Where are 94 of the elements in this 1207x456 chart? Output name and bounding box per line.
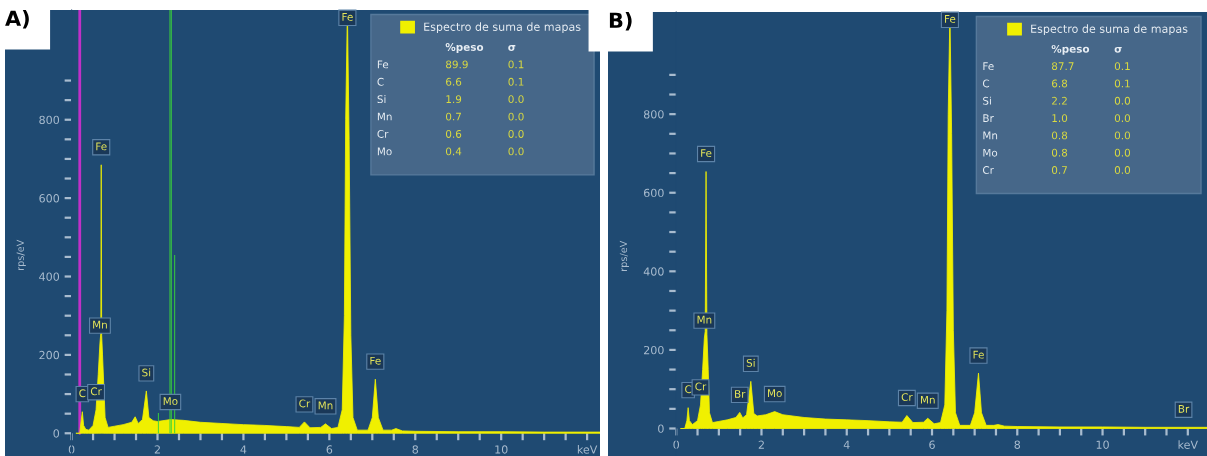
y-tick-label: 600 bbox=[39, 194, 60, 203]
annotation: 0.1 bbox=[508, 60, 524, 69]
annotation: Fe bbox=[973, 350, 984, 359]
y-tick-label: 0 bbox=[658, 424, 664, 433]
annotation: Cr bbox=[901, 393, 913, 402]
annotation: Br bbox=[1178, 405, 1190, 413]
annotation: Cr bbox=[90, 387, 102, 396]
y-tick-label: 0 bbox=[53, 429, 60, 438]
annotation: Cr bbox=[982, 166, 994, 174]
legend-label: Espectro de suma de mapas bbox=[1031, 24, 1188, 36]
annotation: 0.8 bbox=[1051, 131, 1068, 140]
annotation: Si bbox=[377, 95, 386, 104]
annotation: Si bbox=[142, 368, 151, 377]
annotation: Mn bbox=[983, 131, 998, 140]
annotation: Mn bbox=[377, 112, 392, 121]
x-tick-label: 4 bbox=[843, 440, 850, 449]
annotation: Fe bbox=[983, 62, 994, 71]
chart-title: A) bbox=[5, 10, 29, 29]
annotation: 0.0 bbox=[508, 112, 524, 121]
annotation: Br bbox=[735, 390, 746, 398]
annotation: Fe bbox=[96, 142, 107, 151]
annotation: %peso bbox=[1051, 44, 1090, 55]
chart-title: B) bbox=[609, 12, 632, 31]
annotation: 0.4 bbox=[445, 147, 462, 156]
annotation: Mo bbox=[163, 397, 178, 406]
annotation: Mn bbox=[93, 320, 107, 329]
x-tick-label: 2 bbox=[758, 440, 764, 449]
annotation: 1.9 bbox=[446, 95, 462, 104]
y-axis-title: rps/eV bbox=[16, 239, 26, 270]
annotation: %peso bbox=[445, 43, 484, 53]
x-tick-label: keV bbox=[577, 445, 598, 454]
x-tick-label: 6 bbox=[326, 445, 333, 454]
x-tick-label: 6 bbox=[929, 440, 935, 449]
x-tick-label: 4 bbox=[240, 445, 247, 454]
annotation: C bbox=[982, 79, 990, 88]
annotation: Fe bbox=[701, 149, 712, 158]
x-tick-label: 10 bbox=[495, 445, 508, 454]
annotation: 0.8 bbox=[1051, 148, 1068, 157]
annotation: σ bbox=[1114, 46, 1122, 53]
annotation: Mo bbox=[768, 389, 782, 398]
annotation: Mn bbox=[697, 315, 712, 324]
annotation: Mo bbox=[983, 148, 998, 157]
x-tick-label: 0 bbox=[673, 440, 680, 449]
x-tick-label: 2 bbox=[154, 445, 160, 454]
x-tick-label: 8 bbox=[412, 445, 419, 454]
annotation: Mn bbox=[318, 401, 333, 410]
annotation: 0.0 bbox=[508, 95, 524, 104]
x-tick-label: 10 bbox=[1096, 440, 1109, 449]
annotation: 0.0 bbox=[1114, 166, 1131, 174]
annotation: 0.1 bbox=[1114, 62, 1130, 71]
annotation: 6.6 bbox=[446, 77, 462, 86]
annotation: Fe bbox=[377, 60, 389, 69]
annotation: Cr bbox=[299, 399, 311, 408]
annotation: Fe bbox=[370, 356, 381, 365]
annotation: 0.7 bbox=[1051, 166, 1067, 174]
annotation: 0.1 bbox=[508, 77, 524, 86]
annotation: 0.1 bbox=[1114, 79, 1130, 88]
annotation: C bbox=[79, 389, 86, 398]
annotation: Cr bbox=[377, 130, 389, 138]
y-tick-label: 600 bbox=[643, 188, 664, 198]
annotation: Si bbox=[746, 358, 755, 367]
y-tick-label: 400 bbox=[39, 272, 60, 281]
annotation: σ bbox=[508, 45, 516, 51]
annotation: 89.9 bbox=[446, 60, 468, 69]
annotation: 2.2 bbox=[1052, 96, 1067, 105]
annotation: Mo bbox=[377, 147, 392, 156]
annotation: 0.6 bbox=[445, 130, 462, 138]
legend-label: Espectro de suma de mapas bbox=[424, 22, 581, 34]
annotation: 0.0 bbox=[508, 147, 524, 156]
annotation: 6.8 bbox=[1051, 79, 1068, 88]
annotation: 1.0 bbox=[1052, 114, 1068, 123]
y-axis-title: rps/eV bbox=[619, 240, 629, 271]
y-tick-label: 800 bbox=[643, 110, 664, 119]
x-tick-label: 8 bbox=[1014, 440, 1021, 449]
y-tick-label: 400 bbox=[643, 267, 664, 276]
x-tick-label: keV bbox=[1178, 440, 1198, 449]
annotation: 0.0 bbox=[1114, 148, 1131, 157]
y-tick-label: 200 bbox=[644, 345, 664, 355]
annotation: Br bbox=[983, 114, 994, 122]
annotation: Mn bbox=[920, 396, 935, 404]
annotation: 87.7 bbox=[1051, 62, 1074, 71]
annotation: 0.0 bbox=[1114, 114, 1131, 123]
annotation: 0.0 bbox=[1114, 131, 1131, 140]
annotation: C bbox=[377, 77, 384, 86]
y-tick-label: 800 bbox=[39, 115, 60, 125]
annotation: Fe bbox=[342, 13, 353, 21]
annotation: Cr bbox=[695, 382, 707, 391]
annotation: C bbox=[685, 385, 692, 394]
y-tick-label: 200 bbox=[39, 350, 60, 360]
annotation: 0.0 bbox=[508, 130, 524, 138]
annotation: 0.0 bbox=[1114, 96, 1131, 105]
annotation: 0.7 bbox=[445, 112, 461, 121]
annotation: Si bbox=[983, 96, 991, 105]
annotation: Fe bbox=[945, 15, 956, 23]
